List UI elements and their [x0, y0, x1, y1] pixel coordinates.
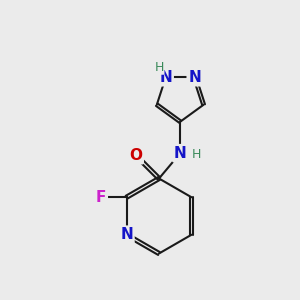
Text: H: H	[192, 148, 201, 161]
Text: N: N	[188, 70, 201, 85]
Text: H: H	[154, 61, 164, 74]
Text: N: N	[174, 146, 187, 161]
Text: N: N	[159, 70, 172, 85]
Text: O: O	[129, 148, 142, 163]
Text: N: N	[120, 227, 133, 242]
Text: F: F	[96, 190, 106, 205]
